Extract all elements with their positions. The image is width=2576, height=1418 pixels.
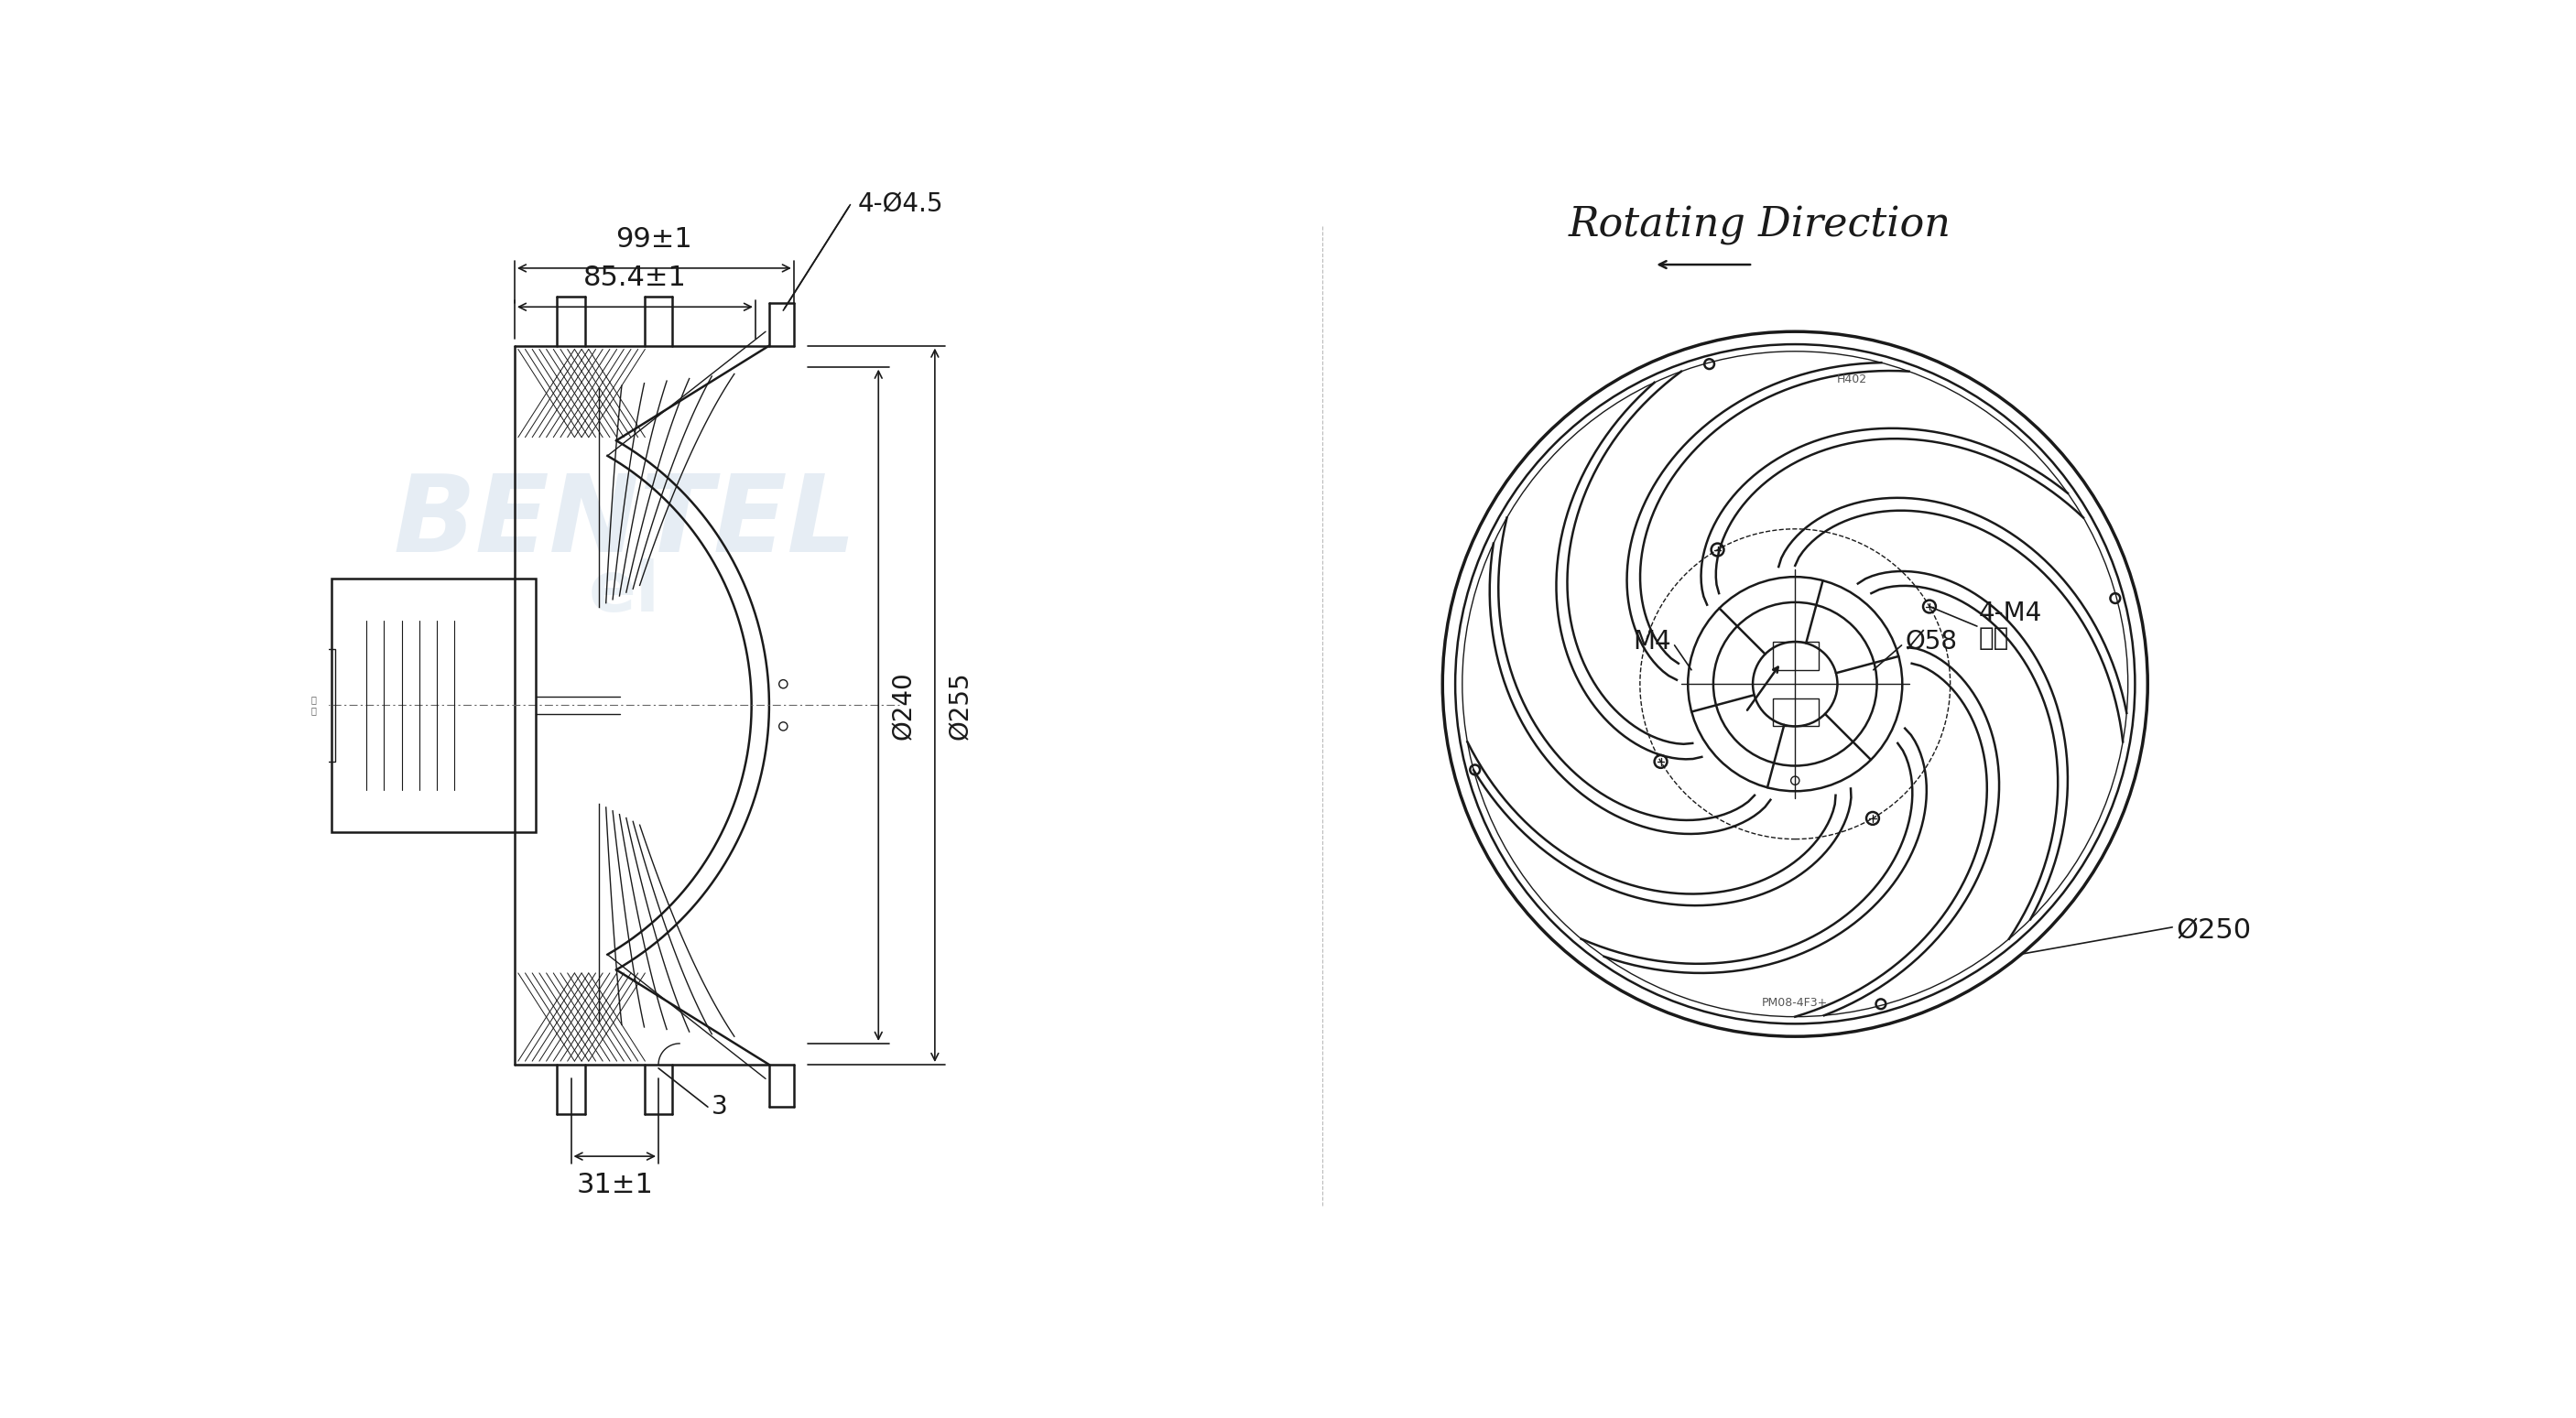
Text: 85.4±1: 85.4±1 (582, 265, 688, 292)
Text: BENTEL: BENTEL (394, 469, 855, 574)
Text: 4-Ø4.5: 4-Ø4.5 (858, 191, 943, 217)
Text: 4-M4: 4-M4 (1978, 601, 2043, 627)
Text: Ø250: Ø250 (2177, 917, 2251, 944)
Text: 99±1: 99±1 (616, 225, 693, 252)
Text: Ø58: Ø58 (1906, 630, 1958, 655)
Bar (1772, 642, 1819, 669)
Text: PM08-4F3+: PM08-4F3+ (1762, 997, 1829, 1008)
Text: Ø240: Ø240 (891, 671, 917, 739)
Text: 31±1: 31±1 (577, 1171, 654, 1198)
Text: el: el (590, 559, 659, 627)
Text: 电
容: 电 容 (312, 695, 317, 715)
Bar (332, 579, 536, 832)
Text: Ø255: Ø255 (948, 671, 974, 739)
Text: M4: M4 (1633, 630, 1672, 655)
Bar (294, 649, 335, 761)
Text: Rotating Direction: Rotating Direction (1569, 206, 1950, 245)
Text: 均布: 均布 (1978, 625, 2009, 651)
Text: H402: H402 (1837, 373, 1868, 386)
Text: 3: 3 (711, 1095, 726, 1120)
Bar (1772, 698, 1819, 726)
